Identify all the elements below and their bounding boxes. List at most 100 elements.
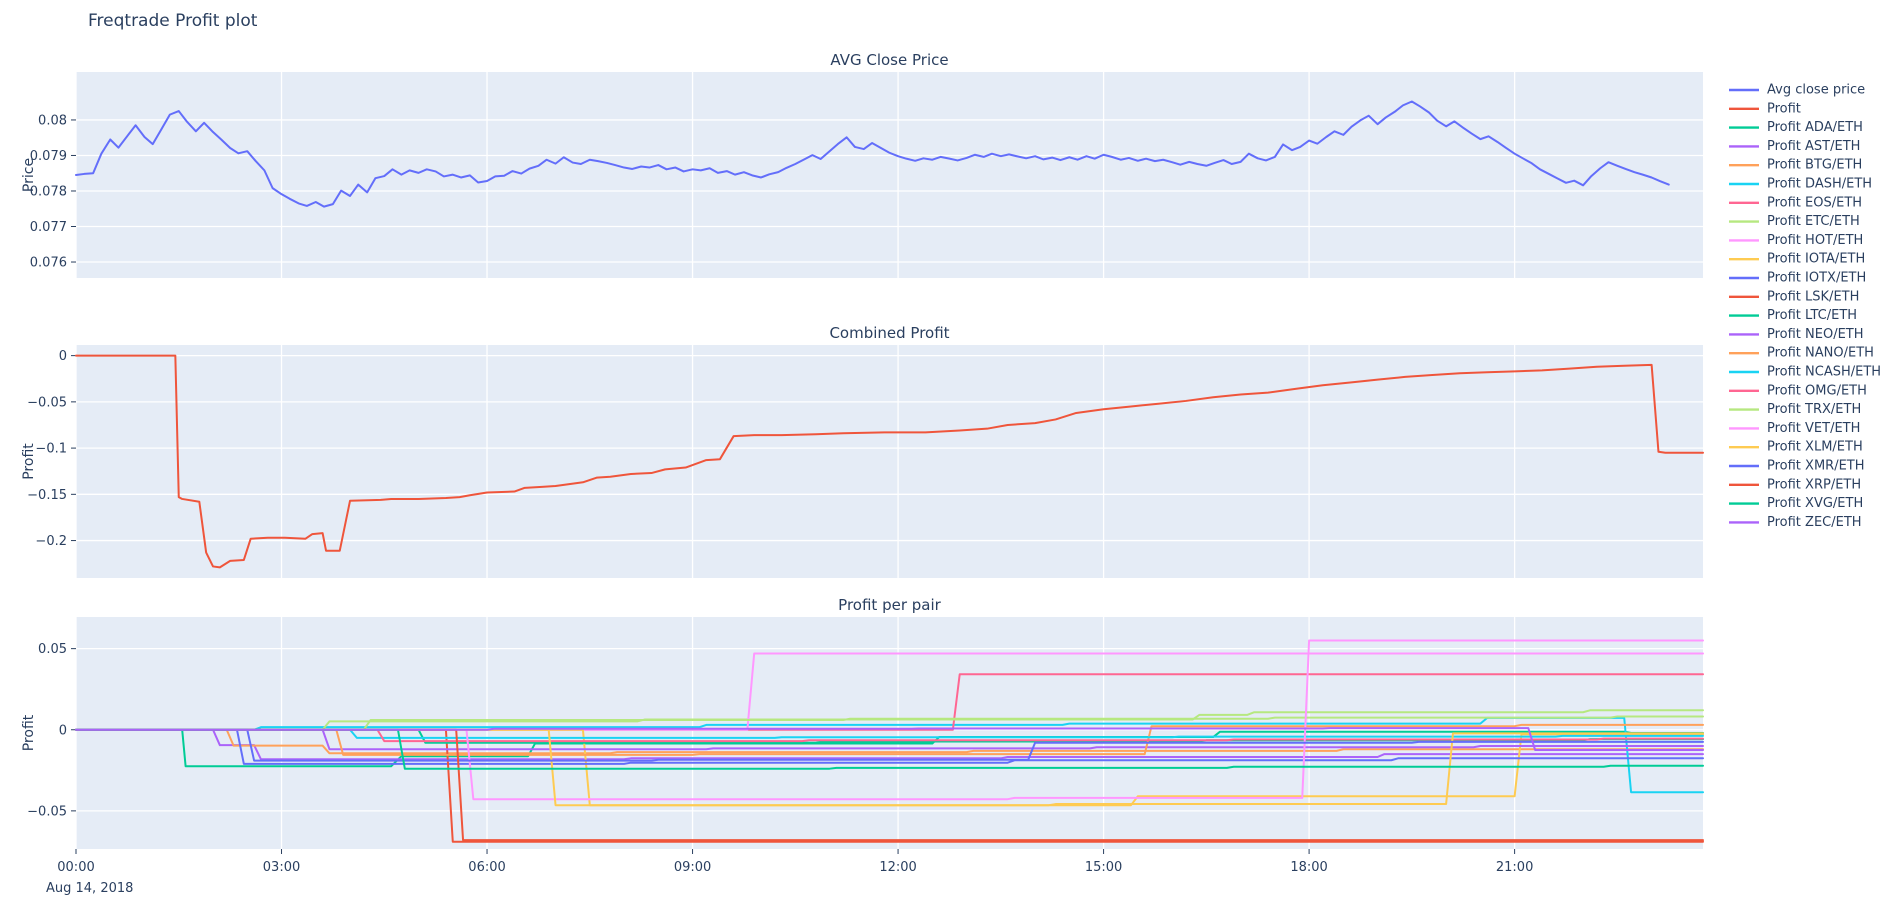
legend-item[interactable]: Profit LSK/ETH [1729, 289, 1859, 304]
legend-label: Profit LSK/ETH [1767, 289, 1859, 304]
page-title: Freqtrade Profit plot [88, 11, 258, 31]
y-tick-label: 0.079 [30, 149, 67, 164]
legend-label: Profit ZEC/ETH [1767, 515, 1862, 530]
x-tick-label: 15:00 [1085, 860, 1122, 875]
trace-profit-ast-eth [75, 728, 1704, 761]
legend-label: Profit NANO/ETH [1767, 346, 1874, 361]
legend-item[interactable]: Profit XVG/ETH [1729, 496, 1863, 511]
y-tick-label: 0.08 [38, 113, 67, 128]
legend-label: Profit VET/ETH [1767, 421, 1860, 436]
legend-item[interactable]: Profit EOS/ETH [1729, 195, 1862, 210]
legend-label: Profit HOT/ETH [1767, 233, 1863, 248]
trace-profit-iotx-eth [75, 728, 1704, 765]
subplot-title-3: Profit per pair [838, 596, 941, 614]
legend-label: Profit IOTA/ETH [1767, 252, 1865, 267]
legend-label: Profit IOTX/ETH [1767, 271, 1866, 286]
legend-item[interactable]: Profit ETC/ETH [1729, 214, 1860, 229]
subplot-3: Profit per pair −0.05 0 0.05 00:00 03:00 06:00… [27, 596, 1704, 896]
trace-profit-xrp-eth [75, 728, 1704, 842]
x-tick-label: 21:00 [1496, 860, 1533, 875]
trace-avg-close-price [75, 100, 1670, 208]
legend-label: Profit ETC/ETH [1767, 214, 1860, 229]
x-tick-label: 00:00 [57, 860, 94, 875]
legend-label: Avg close price [1767, 83, 1865, 98]
legend-item[interactable]: Profit NCASH/ETH [1729, 365, 1881, 380]
y-tick-label: 0.05 [38, 642, 67, 657]
plot-area-background [76, 345, 1703, 578]
x-axis-date-label: Aug 14, 2018 [46, 881, 133, 896]
subplot-1: AVG Close Price 0.076 0.077 0.078 0.079 0.08 [30, 51, 1703, 278]
y-axis-title-2: Profit [21, 443, 37, 480]
trace-profit [75, 354, 1704, 569]
trace-profit-zec-eth [75, 727, 1704, 752]
legend-item[interactable]: Profit XRP/ETH [1729, 477, 1861, 492]
trace-profit-dash-eth [75, 716, 1704, 794]
trace-profit-vet-eth [75, 639, 1704, 801]
y-tick-label: −0.15 [27, 488, 67, 503]
legend-item[interactable]: Profit XLM/ETH [1729, 440, 1863, 455]
x-tick-label: 03:00 [263, 860, 300, 875]
legend-item[interactable]: Profit HOT/ETH [1729, 233, 1863, 248]
x-tick-label: 12:00 [879, 860, 916, 875]
legend-item[interactable]: Profit IOTA/ETH [1729, 252, 1865, 267]
y-tick-label: −0.05 [27, 395, 67, 410]
legend-item[interactable]: Profit ADA/ETH [1729, 120, 1863, 135]
legend-label: Profit XMR/ETH [1767, 459, 1865, 474]
subplot-2: Combined Profit −0.2 −0.15 −0.1 −0.05 0 [27, 324, 1704, 578]
trace-profit-trx-eth [75, 715, 1704, 731]
x-tick-label: 09:00 [674, 860, 711, 875]
subplot-title-2: Combined Profit [829, 324, 949, 342]
trace-profit-btg-eth [75, 728, 1704, 755]
legend-label: Profit LTC/ETH [1767, 308, 1857, 323]
legend-label: Profit NEO/ETH [1767, 327, 1864, 342]
legend-item[interactable]: Profit AST/ETH [1729, 139, 1860, 154]
legend-label: Profit XVG/ETH [1767, 496, 1863, 511]
legend-item[interactable]: Profit NEO/ETH [1729, 327, 1864, 342]
legend-label: Profit TRX/ETH [1767, 402, 1861, 417]
legend-label: Profit [1767, 101, 1801, 116]
trace-profit-neo-eth [75, 728, 1704, 751]
trace-profit-nano-eth [75, 723, 1704, 756]
y-tick-label: 0.077 [30, 220, 67, 235]
y-tick-label: 0 [59, 349, 67, 364]
trace-profit-etc-eth [75, 709, 1704, 731]
legend-label: Profit ADA/ETH [1767, 120, 1863, 135]
legend-item[interactable]: Profit OMG/ETH [1729, 383, 1867, 398]
y-tick-label: −0.2 [35, 534, 67, 549]
legend-item[interactable]: Profit XMR/ETH [1729, 459, 1865, 474]
trace-profit-ncash-eth [75, 728, 1704, 739]
x-tick-label: 06:00 [468, 860, 505, 875]
legend-label: Profit EOS/ETH [1767, 195, 1862, 210]
legend-item[interactable]: Profit LTC/ETH [1729, 308, 1857, 323]
legend-item[interactable]: Profit ZEC/ETH [1729, 515, 1862, 530]
y-tick-label: 0.076 [30, 256, 67, 271]
legend-label: Profit XLM/ETH [1767, 440, 1863, 455]
y-tick-label: −0.05 [27, 804, 67, 819]
subplot-title-1: AVG Close Price [830, 51, 948, 69]
y-tick-label: 0 [59, 723, 67, 738]
legend-item[interactable]: Profit VET/ETH [1729, 421, 1860, 436]
trace-profit-xmr-eth [75, 728, 1704, 762]
y-tick-label: 0.078 [30, 184, 67, 199]
legend-item[interactable]: Profit TRX/ETH [1729, 402, 1861, 417]
legend-item[interactable]: Profit [1729, 101, 1801, 116]
legend-item[interactable]: Profit BTG/ETH [1729, 158, 1862, 173]
legend-label: Profit BTG/ETH [1767, 158, 1862, 173]
legend-label: Profit XRP/ETH [1767, 477, 1861, 492]
legend-item[interactable]: Profit DASH/ETH [1729, 177, 1872, 192]
trace-profit-xlm-eth [75, 728, 1704, 807]
legend-label: Profit NCASH/ETH [1767, 365, 1881, 380]
legend-label: Profit DASH/ETH [1767, 177, 1872, 192]
y-axis-title-1: Price [21, 158, 37, 192]
trace-profit-omg-eth [75, 728, 1704, 743]
trace-profit-xvg-eth [75, 728, 1704, 770]
legend-item[interactable]: Avg close price [1729, 83, 1865, 98]
legend: Avg close price Profit Profit ADA/ETH Profi… [1729, 83, 1881, 530]
plot-area-background [76, 72, 1703, 278]
y-tick-label: −0.1 [35, 442, 67, 457]
legend-item[interactable]: Profit IOTX/ETH [1729, 271, 1866, 286]
y-axis-title-3: Profit [21, 714, 37, 751]
legend-item[interactable]: Profit NANO/ETH [1729, 346, 1874, 361]
